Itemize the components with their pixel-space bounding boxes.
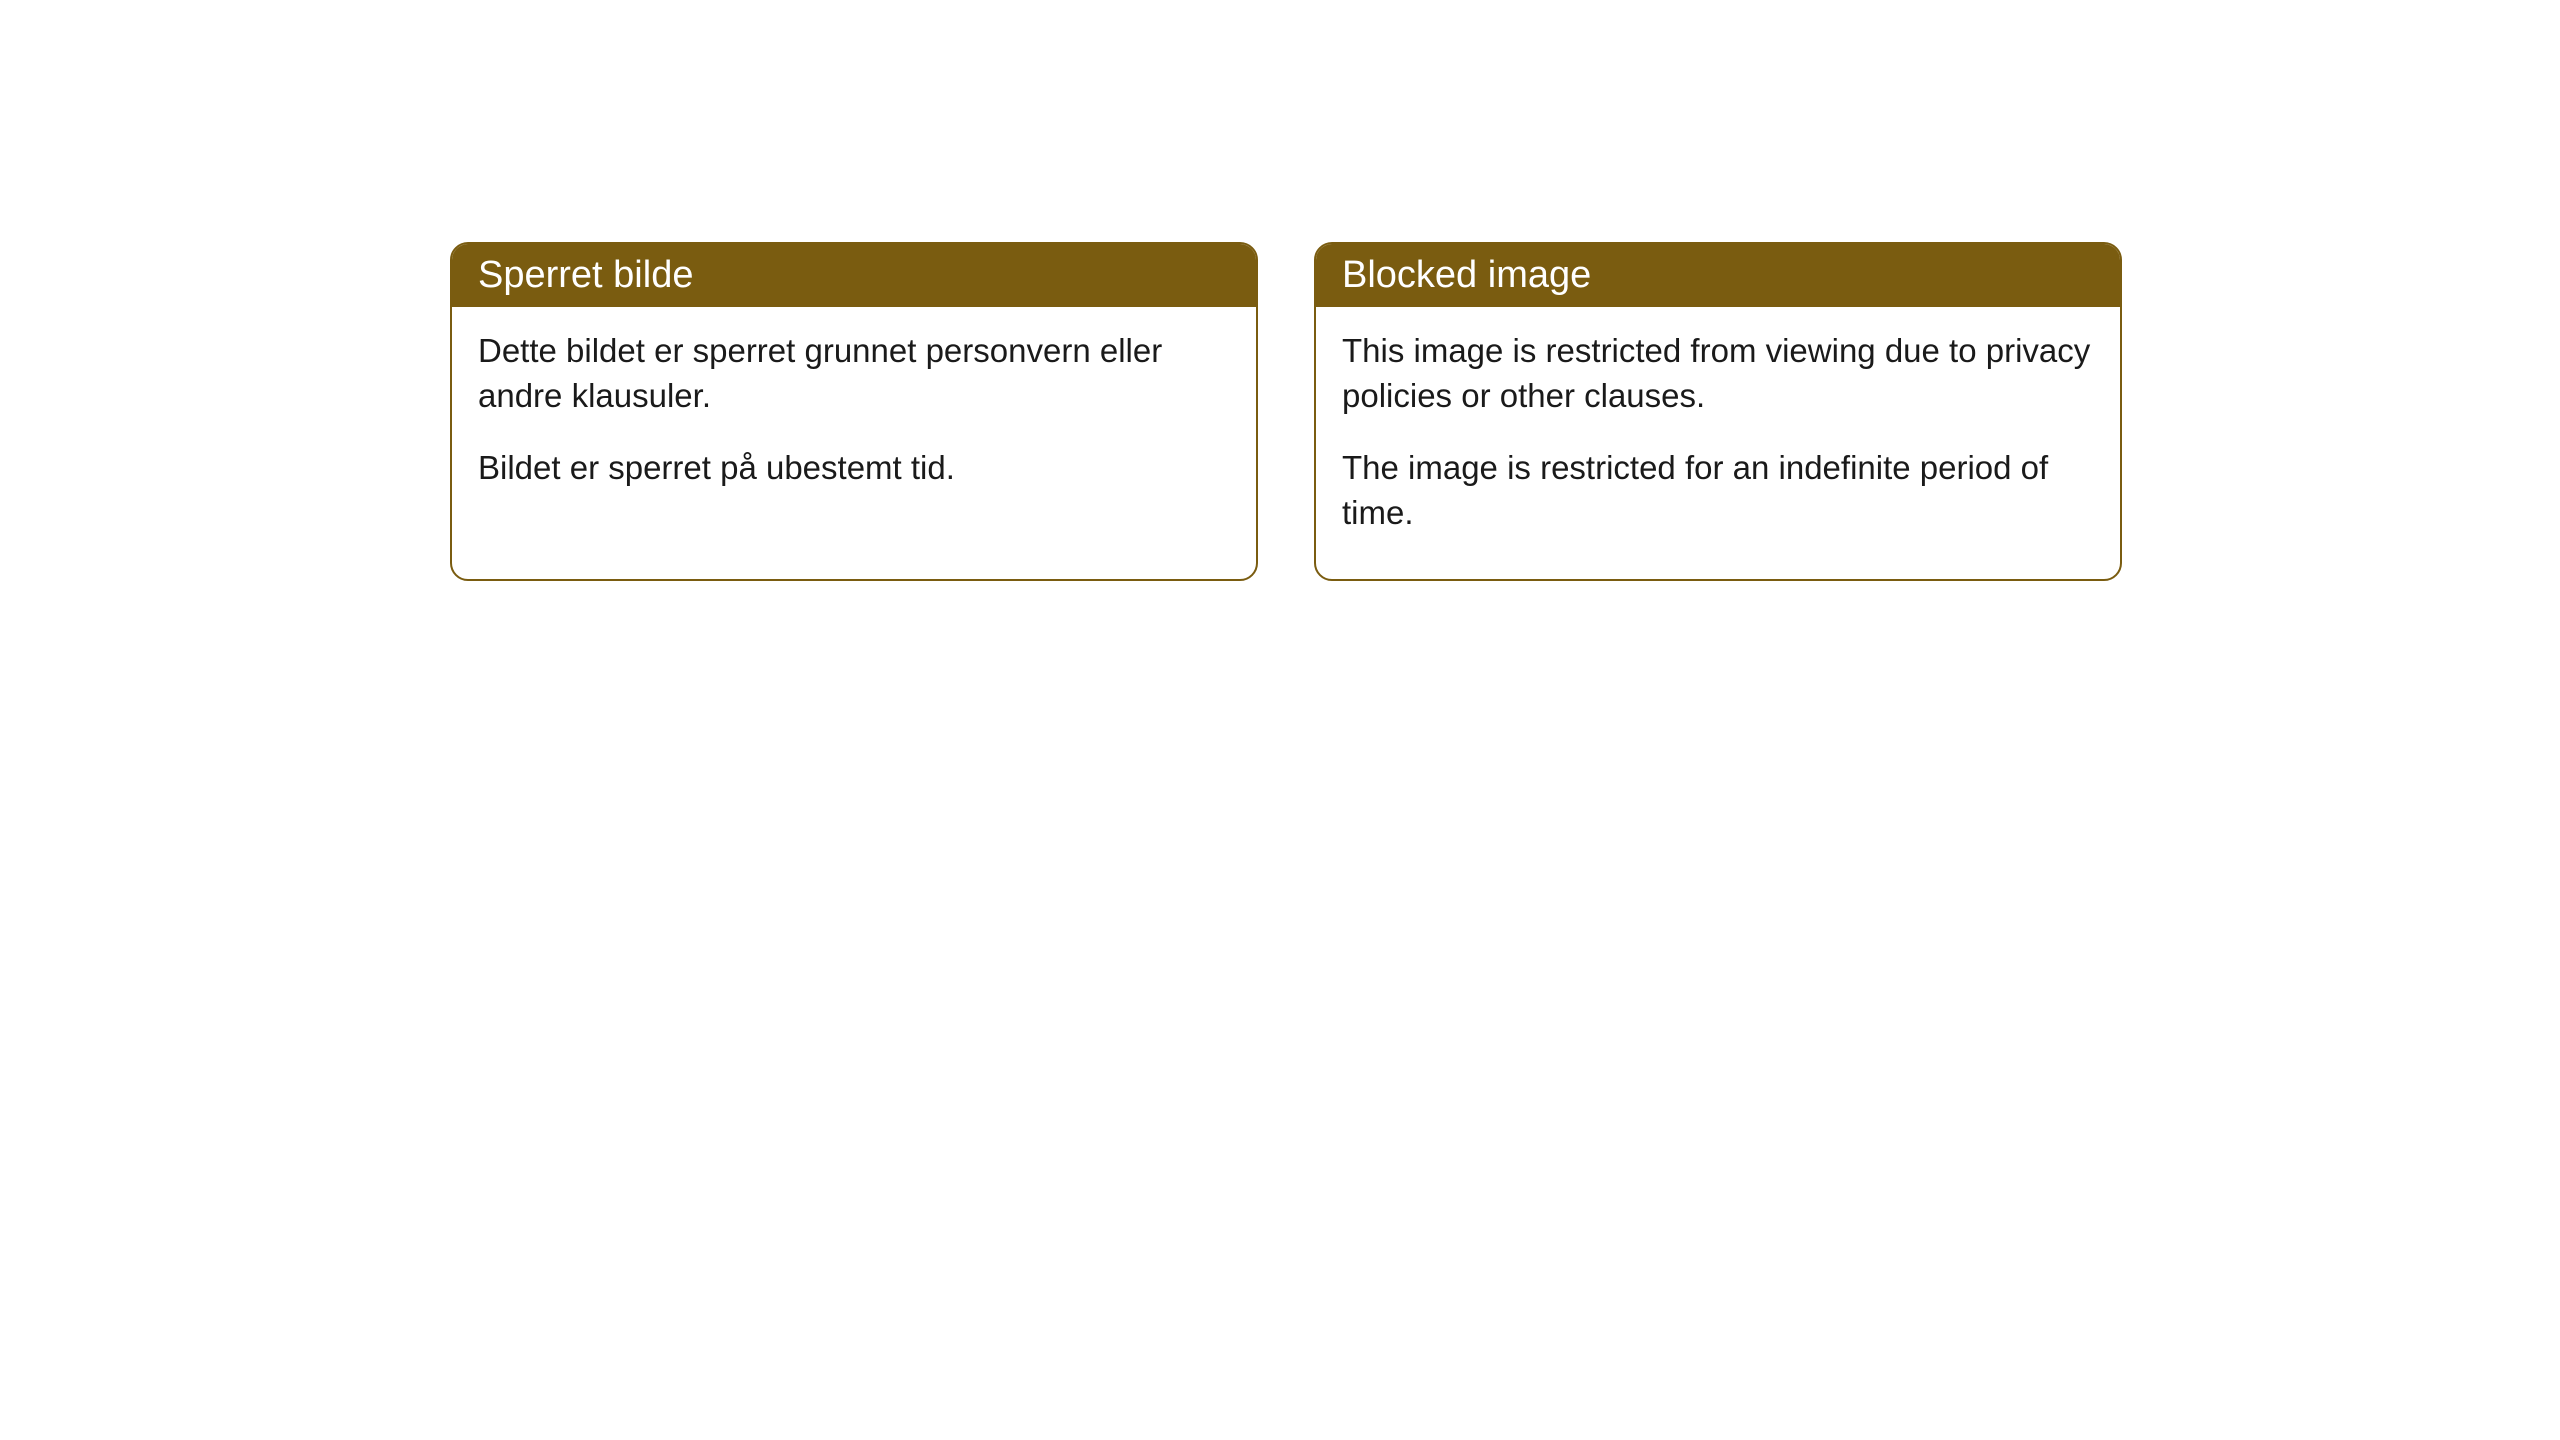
card-title: Sperret bilde	[478, 254, 693, 296]
card-norwegian: Sperret bilde Dette bildet er sperret gr…	[450, 242, 1258, 581]
card-paragraph: Bildet er sperret på ubestemt tid.	[478, 446, 1230, 491]
card-paragraph: This image is restricted from viewing du…	[1342, 329, 2094, 418]
card-english: Blocked image This image is restricted f…	[1314, 242, 2122, 581]
cards-container: Sperret bilde Dette bildet er sperret gr…	[450, 242, 2122, 581]
card-body-english: This image is restricted from viewing du…	[1316, 307, 2120, 579]
card-body-norwegian: Dette bildet er sperret grunnet personve…	[452, 307, 1256, 535]
card-title: Blocked image	[1342, 254, 1591, 296]
card-paragraph: The image is restricted for an indefinit…	[1342, 446, 2094, 535]
card-header-english: Blocked image	[1316, 244, 2120, 307]
card-paragraph: Dette bildet er sperret grunnet personve…	[478, 329, 1230, 418]
card-header-norwegian: Sperret bilde	[452, 244, 1256, 307]
